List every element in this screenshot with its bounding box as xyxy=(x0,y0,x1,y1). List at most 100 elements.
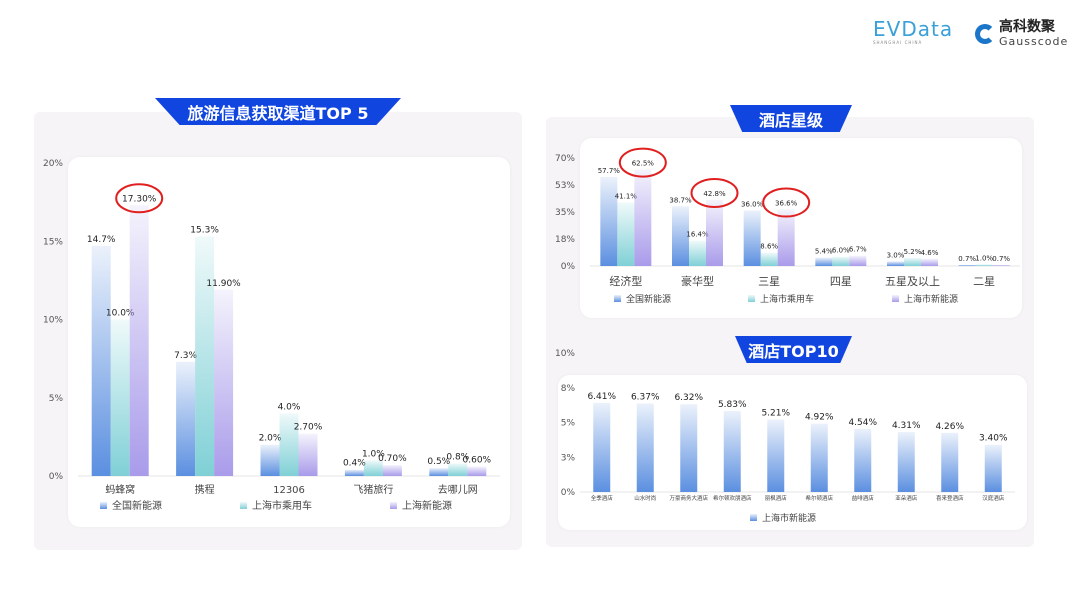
data-label: 6.41% xyxy=(587,392,616,402)
bar xyxy=(767,419,785,492)
bar xyxy=(636,403,654,492)
bar xyxy=(815,257,833,266)
data-label: 38.7% xyxy=(669,196,692,204)
y-tick-label: 18% xyxy=(555,235,575,245)
bar xyxy=(110,319,130,476)
bar xyxy=(672,206,689,266)
x-tick-label: 喜来登酒店 xyxy=(936,494,964,502)
data-label: 4.92% xyxy=(805,413,834,423)
y-tick-label: 53% xyxy=(555,181,575,191)
bar xyxy=(429,468,449,476)
x-tick-label: 去哪儿网 xyxy=(438,484,478,496)
data-label: 4.31% xyxy=(892,421,921,431)
x-tick-label: 万豪商务大酒店 xyxy=(669,494,708,502)
star-card xyxy=(580,138,1022,318)
y-tick-label: 5% xyxy=(561,419,576,429)
bar xyxy=(958,264,976,266)
bar xyxy=(897,432,915,492)
data-label: 36.6% xyxy=(775,200,798,208)
x-tick-label: 二星 xyxy=(973,275,995,288)
evdata-logo-text: EVData xyxy=(873,17,954,41)
y-tick-label: 10% xyxy=(43,316,63,326)
bar xyxy=(214,289,234,476)
gausscode-en: Gausscode xyxy=(999,35,1069,48)
data-label: 8.6% xyxy=(760,243,778,251)
legend-label: 上海新能源 xyxy=(402,499,452,512)
highlight-circle xyxy=(618,147,667,178)
highlight-circle xyxy=(690,177,739,208)
data-label: 5.4% xyxy=(815,248,833,256)
bar xyxy=(777,209,795,266)
y-tick-label: 10% xyxy=(555,349,575,359)
y-tick-label: 70% xyxy=(555,154,575,164)
legend-swatch xyxy=(240,502,247,509)
bar xyxy=(176,361,196,476)
y-tick-label: 35% xyxy=(555,208,575,218)
x-tick-label: 全季酒店 xyxy=(591,494,614,502)
star-title: 酒店星级 xyxy=(730,105,852,132)
legend-swatch xyxy=(100,502,107,509)
x-tick-label: 亚朵酒店 xyxy=(895,494,918,502)
data-label: 7.3% xyxy=(174,351,197,361)
bar xyxy=(91,245,111,476)
bar xyxy=(904,257,921,266)
bar xyxy=(849,255,867,266)
bar xyxy=(743,210,761,266)
data-label: 11.90% xyxy=(206,279,241,289)
channel-title: 旅游信息获取渠道TOP 5 xyxy=(155,98,401,125)
bar xyxy=(279,413,299,476)
bar xyxy=(992,264,1010,266)
bar xyxy=(921,258,938,266)
data-label: 5.21% xyxy=(761,409,790,419)
bar xyxy=(680,404,698,492)
bar xyxy=(832,256,850,266)
data-label: 0.4% xyxy=(343,459,366,469)
y-tick-label: 15% xyxy=(43,237,63,247)
bar xyxy=(810,423,828,492)
x-tick-label: 希尔顿欢朋酒店 xyxy=(713,494,752,502)
x-tick-label: 经济型 xyxy=(609,274,642,288)
highlight-circle xyxy=(115,183,164,214)
bar xyxy=(975,264,993,266)
legend-label: 上海市乘用车 xyxy=(252,499,312,512)
x-tick-label: 飞猪旅行 xyxy=(353,483,393,496)
bar xyxy=(593,402,611,492)
data-label: 6.0% xyxy=(832,247,850,255)
bar xyxy=(617,202,635,266)
data-label: 4.0% xyxy=(278,402,301,412)
data-label: 0.60% xyxy=(463,456,492,466)
data-label: 17.30% xyxy=(122,194,157,204)
data-label: 5.83% xyxy=(718,400,747,410)
y-tick-label: 8% xyxy=(561,384,576,394)
data-label: 6.32% xyxy=(674,393,703,403)
data-label: 36.0% xyxy=(741,200,764,208)
x-tick-label: 携程 xyxy=(195,483,215,496)
data-label: 0.7% xyxy=(958,255,976,263)
bar xyxy=(689,240,706,266)
legend-label: 上海市乘用车 xyxy=(760,293,814,305)
data-label: 0.7% xyxy=(992,255,1010,263)
data-label: 5.2% xyxy=(904,248,922,256)
x-tick-label: 希尔顿酒店 xyxy=(805,494,833,502)
bar xyxy=(941,432,959,492)
data-label: 1.0% xyxy=(362,449,385,459)
data-label: 1.0% xyxy=(975,254,993,262)
x-tick-label: 山水时尚 xyxy=(634,494,656,502)
x-tick-label: 丽枫酒店 xyxy=(765,494,788,502)
data-label: 2.0% xyxy=(259,434,282,444)
bar xyxy=(760,252,778,266)
x-tick-label: 四星 xyxy=(830,275,852,288)
legend-label: 全国新能源 xyxy=(112,499,162,512)
legend-label: 全国新能源 xyxy=(626,293,671,305)
bar xyxy=(195,236,215,476)
legend-swatch xyxy=(750,514,757,521)
data-label: 3.0% xyxy=(887,251,905,259)
y-tick-label: 3% xyxy=(561,453,576,463)
y-tick-label: 0% xyxy=(561,262,576,272)
data-label: 62.5% xyxy=(632,160,655,168)
data-label: 14.7% xyxy=(87,235,116,245)
highlight-circle xyxy=(762,187,811,218)
data-label: 6.37% xyxy=(631,392,660,402)
bar xyxy=(448,463,468,476)
